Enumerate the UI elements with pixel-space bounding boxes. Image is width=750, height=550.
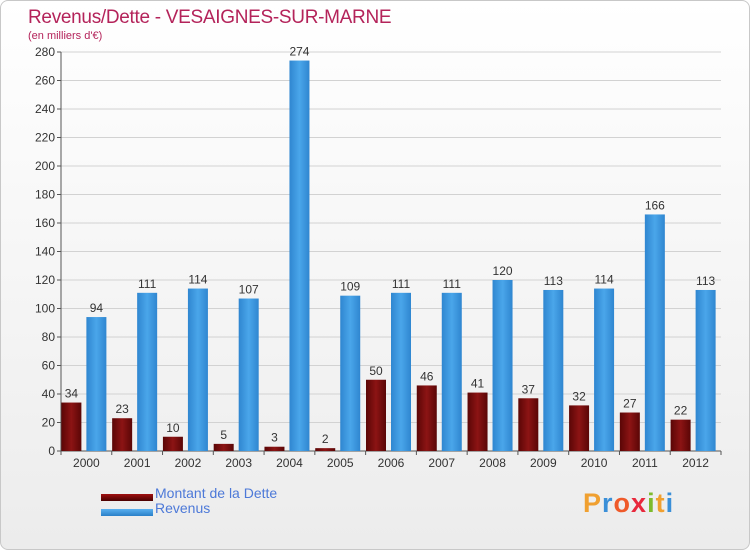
bars [61, 60, 716, 452]
x-tick-label: 2002 [175, 456, 202, 470]
data-label-dette: 23 [115, 402, 129, 416]
y-tick-label: 40 [42, 387, 56, 401]
logo-letter: r [602, 488, 614, 518]
bar-revenus [391, 292, 411, 451]
y-tick-label: 60 [42, 359, 56, 373]
bar-dette [162, 436, 183, 451]
bar-revenus [644, 214, 665, 451]
data-label-dette: 32 [572, 389, 586, 403]
data-label-dette: 41 [471, 377, 485, 391]
data-label-revenus: 113 [696, 274, 715, 288]
data-label-dette: 10 [166, 421, 180, 435]
bar-dette [569, 405, 590, 451]
logo-letter: x [631, 488, 648, 518]
x-tick-label: 2007 [428, 456, 455, 470]
x-tick-label: 2003 [225, 456, 252, 470]
x-tick-label: 2006 [378, 456, 405, 470]
legend-swatch-dette [101, 494, 153, 501]
bar-revenus [543, 289, 564, 451]
legend-label-dette: Montant de la Dette [155, 485, 278, 501]
data-label-dette: 2 [322, 432, 329, 446]
data-label-dette: 34 [65, 387, 79, 401]
y-tick-label: 260 [35, 74, 55, 88]
data-labels: 34 94 23 111 10 114 5 107 3 274 2 109 50 111 46 111 41 12… [65, 45, 716, 447]
bar-dette [315, 448, 336, 451]
y-tick-label: 220 [35, 131, 55, 145]
logo-letter: i [647, 488, 656, 518]
x-tick-label: 2010 [581, 456, 608, 470]
bar-revenus [594, 288, 615, 451]
y-tick-label: 80 [42, 330, 56, 344]
data-label-revenus: 120 [493, 264, 513, 278]
y-tick-label: 120 [35, 273, 55, 287]
logo-letter: o [613, 488, 632, 518]
y-tick-label: 200 [35, 159, 55, 173]
bar-revenus [187, 288, 208, 451]
logo-letter: P [583, 488, 603, 518]
legend-label-revenus: Revenus [155, 500, 211, 516]
chart-subtitle: (en milliers d'€) [28, 30, 103, 42]
data-label-revenus: 94 [90, 301, 104, 315]
y-tick-label: 180 [35, 188, 55, 202]
y-tick-label: 280 [35, 45, 55, 59]
data-label-revenus: 111 [392, 277, 411, 291]
y-tick-label: 160 [35, 216, 55, 230]
logo-letter: t [655, 488, 666, 518]
bar-dette [518, 398, 539, 451]
data-label-dette: 27 [623, 397, 637, 411]
x-tick-label: 2004 [276, 456, 303, 470]
chart-title: Revenus/Dette - VESAIGNES-SUR-MARNE [28, 7, 392, 28]
data-label-dette: 37 [522, 382, 536, 396]
bar-revenus [492, 280, 513, 451]
bar-dette [366, 379, 386, 451]
y-tick-label: 240 [35, 102, 55, 116]
y-tick-label: 0 [48, 444, 55, 458]
bar-dette [416, 385, 437, 451]
bar-dette [670, 419, 691, 451]
axes: 0 20 40 60 80 100 120 140 160 180 200 220 240 260 280 2… [35, 45, 722, 470]
x-tick-label: 2009 [530, 456, 557, 470]
data-label-revenus: 111 [138, 277, 157, 291]
bar-revenus [137, 292, 158, 451]
logo-letter: i [665, 488, 675, 518]
y-tick-label: 140 [35, 245, 55, 259]
y-tick-label: 100 [35, 302, 55, 316]
data-label-revenus: 274 [289, 45, 309, 59]
legend-swatch-revenus [101, 509, 153, 516]
y-tick-label: 20 [42, 416, 56, 430]
data-label-dette: 3 [271, 431, 278, 445]
x-tick-label: 2011 [632, 456, 658, 470]
data-label-revenus: 114 [188, 273, 207, 287]
x-tick-label: 2008 [479, 456, 506, 470]
x-tick-label: 2001 [124, 456, 151, 470]
bar-revenus [441, 292, 462, 451]
x-tick-label: 2012 [682, 456, 709, 470]
bar-revenus [289, 60, 310, 452]
bar-dette [61, 402, 82, 451]
data-label-dette: 50 [369, 364, 383, 378]
x-tick-label: 2005 [327, 456, 354, 470]
data-label-revenus: 109 [340, 280, 360, 294]
data-label-revenus: 114 [595, 273, 614, 287]
bar-revenus [238, 298, 259, 451]
data-label-revenus: 111 [443, 277, 462, 291]
bar-dette [467, 392, 488, 451]
bar-dette [112, 418, 133, 451]
data-label-revenus: 107 [239, 283, 259, 297]
proxiti-logo: Proxiti [583, 488, 674, 519]
bar-dette [213, 443, 234, 451]
data-label-revenus: 166 [645, 198, 665, 212]
data-label-dette: 46 [420, 369, 434, 383]
data-label-dette: 5 [220, 428, 227, 442]
bar-revenus [86, 317, 107, 451]
bar-revenus [695, 289, 716, 451]
x-tick-label: 2000 [73, 456, 100, 470]
data-label-dette: 22 [674, 404, 688, 418]
data-label-revenus: 113 [544, 274, 563, 288]
bar-dette [264, 446, 285, 451]
bar-dette [619, 412, 640, 451]
bar-revenus [340, 295, 361, 451]
